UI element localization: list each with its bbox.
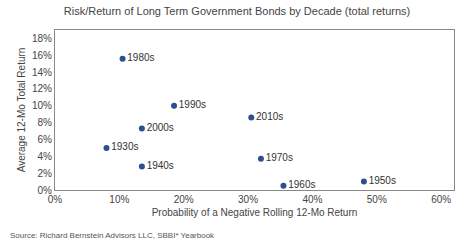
svg-text:0%: 0% xyxy=(38,185,53,196)
svg-text:8%: 8% xyxy=(38,117,53,128)
svg-text:20%: 20% xyxy=(174,194,194,205)
svg-text:1950s: 1950s xyxy=(369,175,396,186)
svg-text:16%: 16% xyxy=(32,50,52,61)
svg-text:30%: 30% xyxy=(238,194,258,205)
svg-text:40%: 40% xyxy=(302,194,322,205)
svg-text:18%: 18% xyxy=(32,33,52,44)
svg-text:2010s: 2010s xyxy=(256,111,283,122)
svg-text:1940s: 1940s xyxy=(147,160,174,171)
svg-text:12%: 12% xyxy=(32,83,52,94)
svg-text:Risk/Return of Long Term Gover: Risk/Return of Long Term Government Bond… xyxy=(64,5,410,17)
svg-text:1990s: 1990s xyxy=(179,99,206,110)
svg-text:14%: 14% xyxy=(32,67,52,78)
svg-text:1960s: 1960s xyxy=(288,179,315,190)
svg-text:60%: 60% xyxy=(431,194,451,205)
svg-text:10%: 10% xyxy=(109,194,129,205)
svg-text:Source: Richard Bernstein Advi: Source: Richard Bernstein Advisors LLC, … xyxy=(10,231,215,240)
svg-text:2000s: 2000s xyxy=(147,122,174,133)
svg-text:4%: 4% xyxy=(38,151,53,162)
svg-text:1980s: 1980s xyxy=(127,52,154,63)
svg-text:10%: 10% xyxy=(32,100,52,111)
svg-text:0%: 0% xyxy=(48,194,63,205)
svg-text:2%: 2% xyxy=(38,168,53,179)
svg-text:6%: 6% xyxy=(38,134,53,145)
svg-text:1930s: 1930s xyxy=(111,141,138,152)
svg-text:Average 12-Mo Total Return: Average 12-Mo Total Return xyxy=(16,48,27,173)
svg-text:1970s: 1970s xyxy=(266,152,293,163)
svg-text:50%: 50% xyxy=(367,194,387,205)
svg-text:Probability of a Negative Roll: Probability of a Negative Rolling 12-Mo … xyxy=(152,207,358,218)
